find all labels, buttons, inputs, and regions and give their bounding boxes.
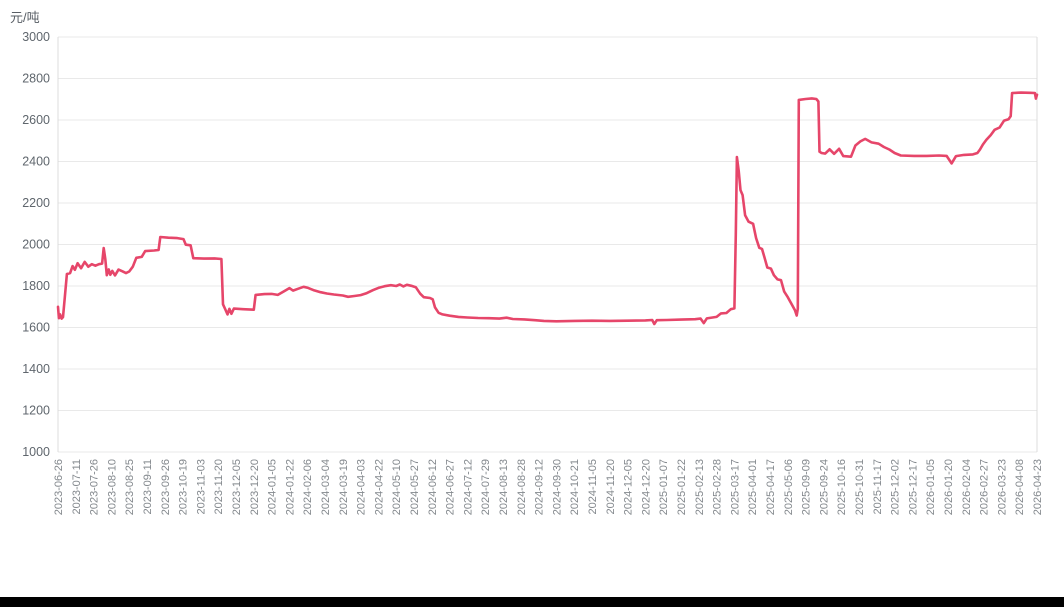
- x-axis-tick-label: 2025-12-17: [907, 459, 919, 515]
- x-axis-tick-label: 2025-04-01: [747, 459, 759, 515]
- y-axis-tick-label: 1400: [22, 362, 50, 376]
- x-axis-tick-label: 2025-02-28: [712, 459, 724, 515]
- y-axis-tick-label: 2400: [22, 155, 50, 169]
- x-axis-tick-label: 2024-12-20: [640, 459, 652, 515]
- y-axis-tick-label: 3000: [22, 30, 50, 44]
- y-axis-tick-label: 2000: [22, 238, 50, 252]
- x-axis-tick-label: 2024-03-04: [320, 459, 332, 515]
- x-axis-tick-label: 2023-07-11: [71, 459, 83, 514]
- x-axis-tick-label: 2025-12-02: [890, 459, 902, 515]
- x-axis-tick-label: 2024-08-28: [516, 459, 528, 515]
- y-axis-tick-label: 2800: [22, 72, 50, 86]
- x-axis-tick-label: 2024-06-12: [427, 459, 439, 515]
- x-axis-tick-label: 2025-03-17: [729, 459, 741, 515]
- x-axis-tick-label: 2025-05-06: [783, 459, 795, 515]
- x-axis-tick-label: 2023-06-26: [53, 459, 65, 515]
- x-axis-tick-label: 2024-01-22: [284, 459, 296, 515]
- x-axis-tick-label: 2024-08-13: [498, 459, 510, 515]
- x-axis-tick-label: 2024-07-12: [462, 459, 474, 515]
- x-axis-tick-label: 2024-05-10: [391, 459, 403, 515]
- y-axis-tick-label: 2200: [22, 196, 50, 210]
- y-axis-tick-label: 1000: [22, 445, 50, 459]
- x-axis-tick-label: 2025-01-22: [676, 459, 688, 515]
- x-axis-tick-label: 2025-01-07: [658, 459, 670, 515]
- x-axis-tick-label: 2024-02-06: [302, 459, 314, 515]
- x-axis-tick-label: 2023-11-20: [213, 459, 225, 514]
- x-axis-tick-label: 2023-12-20: [249, 459, 261, 515]
- x-axis-tick-label: 2025-11-17: [872, 459, 884, 514]
- x-axis-tick-label: 2026-04-23: [1032, 459, 1044, 515]
- x-axis-tick-label: 2023-12-05: [231, 459, 243, 515]
- x-axis-tick-label: 2023-07-26: [89, 459, 101, 515]
- x-axis-tick-label: 2026-02-27: [979, 459, 991, 515]
- x-axis-tick-label: 2024-10-21: [569, 459, 581, 515]
- x-axis-tick-label: 2026-02-04: [961, 459, 973, 515]
- x-axis-tick-label: 2025-09-09: [801, 459, 813, 515]
- price-line-chart[interactable]: 3000 2800 2600 2400 2200 2000 1800 1600 1400 1200…: [0, 0, 1064, 560]
- x-axis-tick-label: 2024-07-29: [480, 459, 492, 515]
- x-axis-tick-label: 2026-01-20: [943, 459, 955, 515]
- x-axis-tick-label: 2025-02-13: [694, 459, 706, 515]
- x-axis-tick-label: 2025-10-16: [836, 459, 848, 515]
- x-axis-tick-label: 2026-03-23: [996, 459, 1008, 515]
- x-axis-tick-label: 2024-11-05: [587, 459, 599, 514]
- y-axis-tick-label: 1600: [22, 321, 50, 335]
- x-axis-tick-label: 2024-05-27: [409, 459, 421, 515]
- x-axis-tick-label: 2023-09-26: [160, 459, 172, 515]
- x-axis-tick-label: 2024-09-30: [551, 459, 563, 515]
- x-axis-tick-label: 2023-09-11: [142, 459, 154, 514]
- x-axis-tick-label: 2023-08-10: [106, 459, 118, 515]
- x-axis-tick-label: 2026-04-08: [1014, 459, 1026, 515]
- x-axis-tick-label: 2025-04-17: [765, 459, 777, 515]
- x-axis-tick-label: 2024-09-12: [534, 459, 546, 515]
- x-axis-tick-label: 2023-08-25: [124, 459, 136, 515]
- bottom-black-bar: [0, 597, 1064, 607]
- x-axis-tick-label: 2024-04-22: [373, 459, 385, 515]
- y-axis-tick-label: 1200: [22, 404, 50, 418]
- x-axis-tick-label: 2024-06-27: [445, 459, 457, 515]
- x-axis-tick-label: 2025-09-24: [818, 459, 830, 515]
- price-series-line: [56, 91, 1039, 326]
- y-axis-tick-label: 1800: [22, 279, 50, 293]
- x-axis-tick-label: 2024-01-05: [267, 459, 279, 515]
- x-axis-tick-label: 2026-01-05: [925, 459, 937, 515]
- x-axis-tick-label: 2024-11-20: [605, 459, 617, 514]
- x-axis-tick-label: 2025-10-31: [854, 459, 866, 515]
- x-axis-tick-label: 2024-12-05: [623, 459, 635, 515]
- x-axis-tick-label: 2024-03-19: [338, 459, 350, 515]
- x-axis-tick-label: 2024-04-03: [356, 459, 368, 515]
- y-axis-unit-label: 元/吨: [10, 10, 40, 25]
- y-axis-tick-label: 2600: [22, 113, 50, 127]
- x-axis-tick-label: 2023-11-03: [195, 459, 207, 514]
- x-axis-tick-label: 2023-10-19: [178, 459, 190, 515]
